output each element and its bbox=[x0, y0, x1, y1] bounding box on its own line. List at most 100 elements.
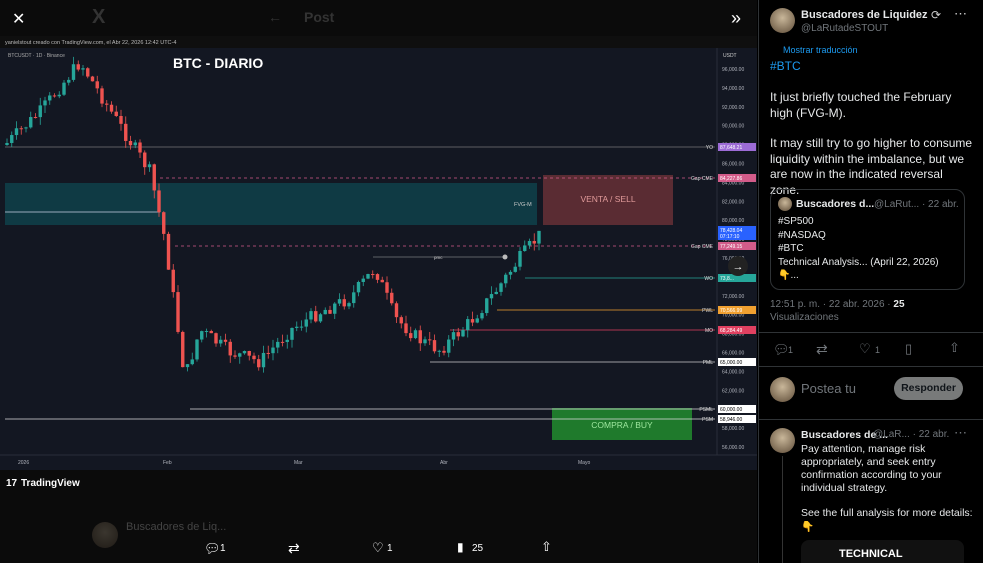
sell-label: VENTA / SELL bbox=[580, 194, 635, 204]
candle bbox=[513, 266, 517, 272]
views-count: 25 bbox=[472, 543, 484, 554]
level-tag bbox=[718, 405, 756, 413]
candle bbox=[337, 299, 342, 304]
candle bbox=[323, 309, 327, 315]
like-icon[interactable]: ♡ bbox=[372, 540, 384, 555]
candle bbox=[200, 331, 204, 340]
price-label: 82,000.00 bbox=[722, 199, 744, 205]
reply-meta: @LaR... · 22 abr. bbox=[873, 429, 950, 440]
candle bbox=[143, 152, 147, 168]
level-tag bbox=[718, 358, 756, 366]
reply-image[interactable]: TECHNICAL bbox=[801, 540, 964, 563]
next-button[interactable] bbox=[728, 256, 748, 276]
reply-icon[interactable]: 💬︎ bbox=[773, 342, 790, 357]
pivot-dot bbox=[502, 254, 508, 260]
share-icon[interactable]: ⇧ bbox=[949, 340, 960, 355]
candle bbox=[385, 282, 389, 293]
candle bbox=[52, 95, 57, 97]
candle bbox=[276, 341, 280, 348]
level-label: Gap CME bbox=[691, 244, 714, 250]
candle bbox=[14, 128, 19, 136]
level-tag bbox=[718, 143, 756, 151]
repost-icon[interactable]: ⇄ bbox=[816, 341, 828, 357]
divider bbox=[759, 332, 983, 333]
bookmark-icon[interactable]: ▯ bbox=[905, 341, 913, 356]
chart-title: BTC - DIARIO bbox=[173, 55, 263, 71]
candle bbox=[252, 355, 256, 360]
collapse-button[interactable]: » bbox=[731, 8, 742, 28]
level-tag bbox=[718, 274, 756, 282]
brand-bar bbox=[0, 470, 757, 498]
author[interactable]: Buscadores de Liquidez bbox=[801, 9, 928, 21]
hashtag[interactable]: #BTC bbox=[770, 59, 801, 73]
level-label: Gap CME bbox=[691, 176, 714, 182]
candle bbox=[114, 111, 118, 117]
candle bbox=[5, 142, 9, 145]
candle bbox=[527, 241, 532, 246]
price-label: 64,000.00 bbox=[722, 369, 744, 375]
candle bbox=[24, 127, 28, 129]
handle[interactable]: @LaRutadeSTOUT bbox=[801, 23, 889, 34]
candle bbox=[423, 339, 427, 344]
close-button[interactable]: ✕ bbox=[12, 11, 26, 28]
reply-avatar bbox=[770, 428, 795, 453]
divider bbox=[759, 366, 983, 367]
candle bbox=[128, 140, 133, 146]
last-price: 78,428.04 bbox=[720, 228, 742, 234]
candle bbox=[171, 269, 175, 293]
candle bbox=[404, 323, 408, 334]
grok-icon[interactable]: ⟳ bbox=[931, 8, 942, 22]
candle bbox=[100, 88, 104, 104]
price-label: 68,000.00 bbox=[722, 332, 744, 338]
candle bbox=[95, 81, 99, 89]
candle bbox=[295, 326, 299, 328]
translate[interactable]: Mostrar traducción bbox=[783, 45, 858, 55]
currency: USDT bbox=[723, 53, 737, 59]
quote-line: #SP500 bbox=[778, 216, 814, 227]
candle bbox=[466, 319, 470, 331]
avatar bbox=[770, 8, 795, 33]
candle bbox=[209, 330, 213, 334]
buy-label: COMPRA / BUY bbox=[591, 420, 653, 430]
reply-icon[interactable]: 💬︎ bbox=[204, 541, 221, 556]
candle bbox=[304, 319, 308, 327]
candle bbox=[62, 82, 66, 95]
behind-author: Buscadores de Liq... bbox=[126, 521, 227, 533]
reply-button[interactable]: Responder bbox=[894, 377, 963, 400]
share-icon[interactable]: ⇧ bbox=[541, 539, 552, 554]
levels: YO 87,648.21 Gap CME 84,227.86 Gap CME 77,249… bbox=[5, 143, 756, 423]
reply-author[interactable]: Buscadores de ... bbox=[801, 429, 888, 441]
quote-card[interactable]: Buscadores d... @LaRut... · 22 abr. #SP5… bbox=[770, 189, 965, 290]
countdown: 07:17:10 bbox=[720, 234, 740, 240]
level-label: PWL bbox=[702, 308, 713, 314]
candle bbox=[228, 341, 232, 356]
thread-line bbox=[782, 456, 783, 563]
back-arrow: ← bbox=[268, 9, 282, 25]
candle bbox=[333, 303, 337, 314]
reply-input[interactable]: Postea tu bbox=[801, 381, 856, 396]
candle bbox=[81, 68, 85, 70]
quote-line: Technical Analysis... (April 22, 2026) bbox=[778, 256, 939, 268]
candle bbox=[219, 339, 223, 344]
candle bbox=[86, 68, 90, 77]
repost-icon[interactable]: ⇄ bbox=[288, 540, 300, 556]
reply-more[interactable]: ⋯ bbox=[954, 425, 967, 440]
candle bbox=[485, 298, 489, 314]
level-price: 58,946.00 bbox=[720, 417, 742, 423]
candle bbox=[19, 128, 23, 130]
more-icon[interactable]: ⋯ bbox=[954, 6, 967, 21]
quote-line: 👇... bbox=[778, 270, 799, 281]
candle bbox=[147, 164, 152, 168]
candle bbox=[33, 117, 38, 119]
candle bbox=[166, 233, 171, 270]
candle bbox=[271, 347, 275, 354]
candle bbox=[342, 299, 346, 307]
candle bbox=[347, 303, 351, 307]
candle bbox=[508, 271, 513, 275]
candle bbox=[181, 331, 185, 368]
candle bbox=[105, 103, 109, 105]
like-icon[interactable]: ♡ bbox=[859, 341, 871, 356]
candle bbox=[285, 339, 289, 343]
views-icon: ▮ bbox=[457, 540, 464, 554]
